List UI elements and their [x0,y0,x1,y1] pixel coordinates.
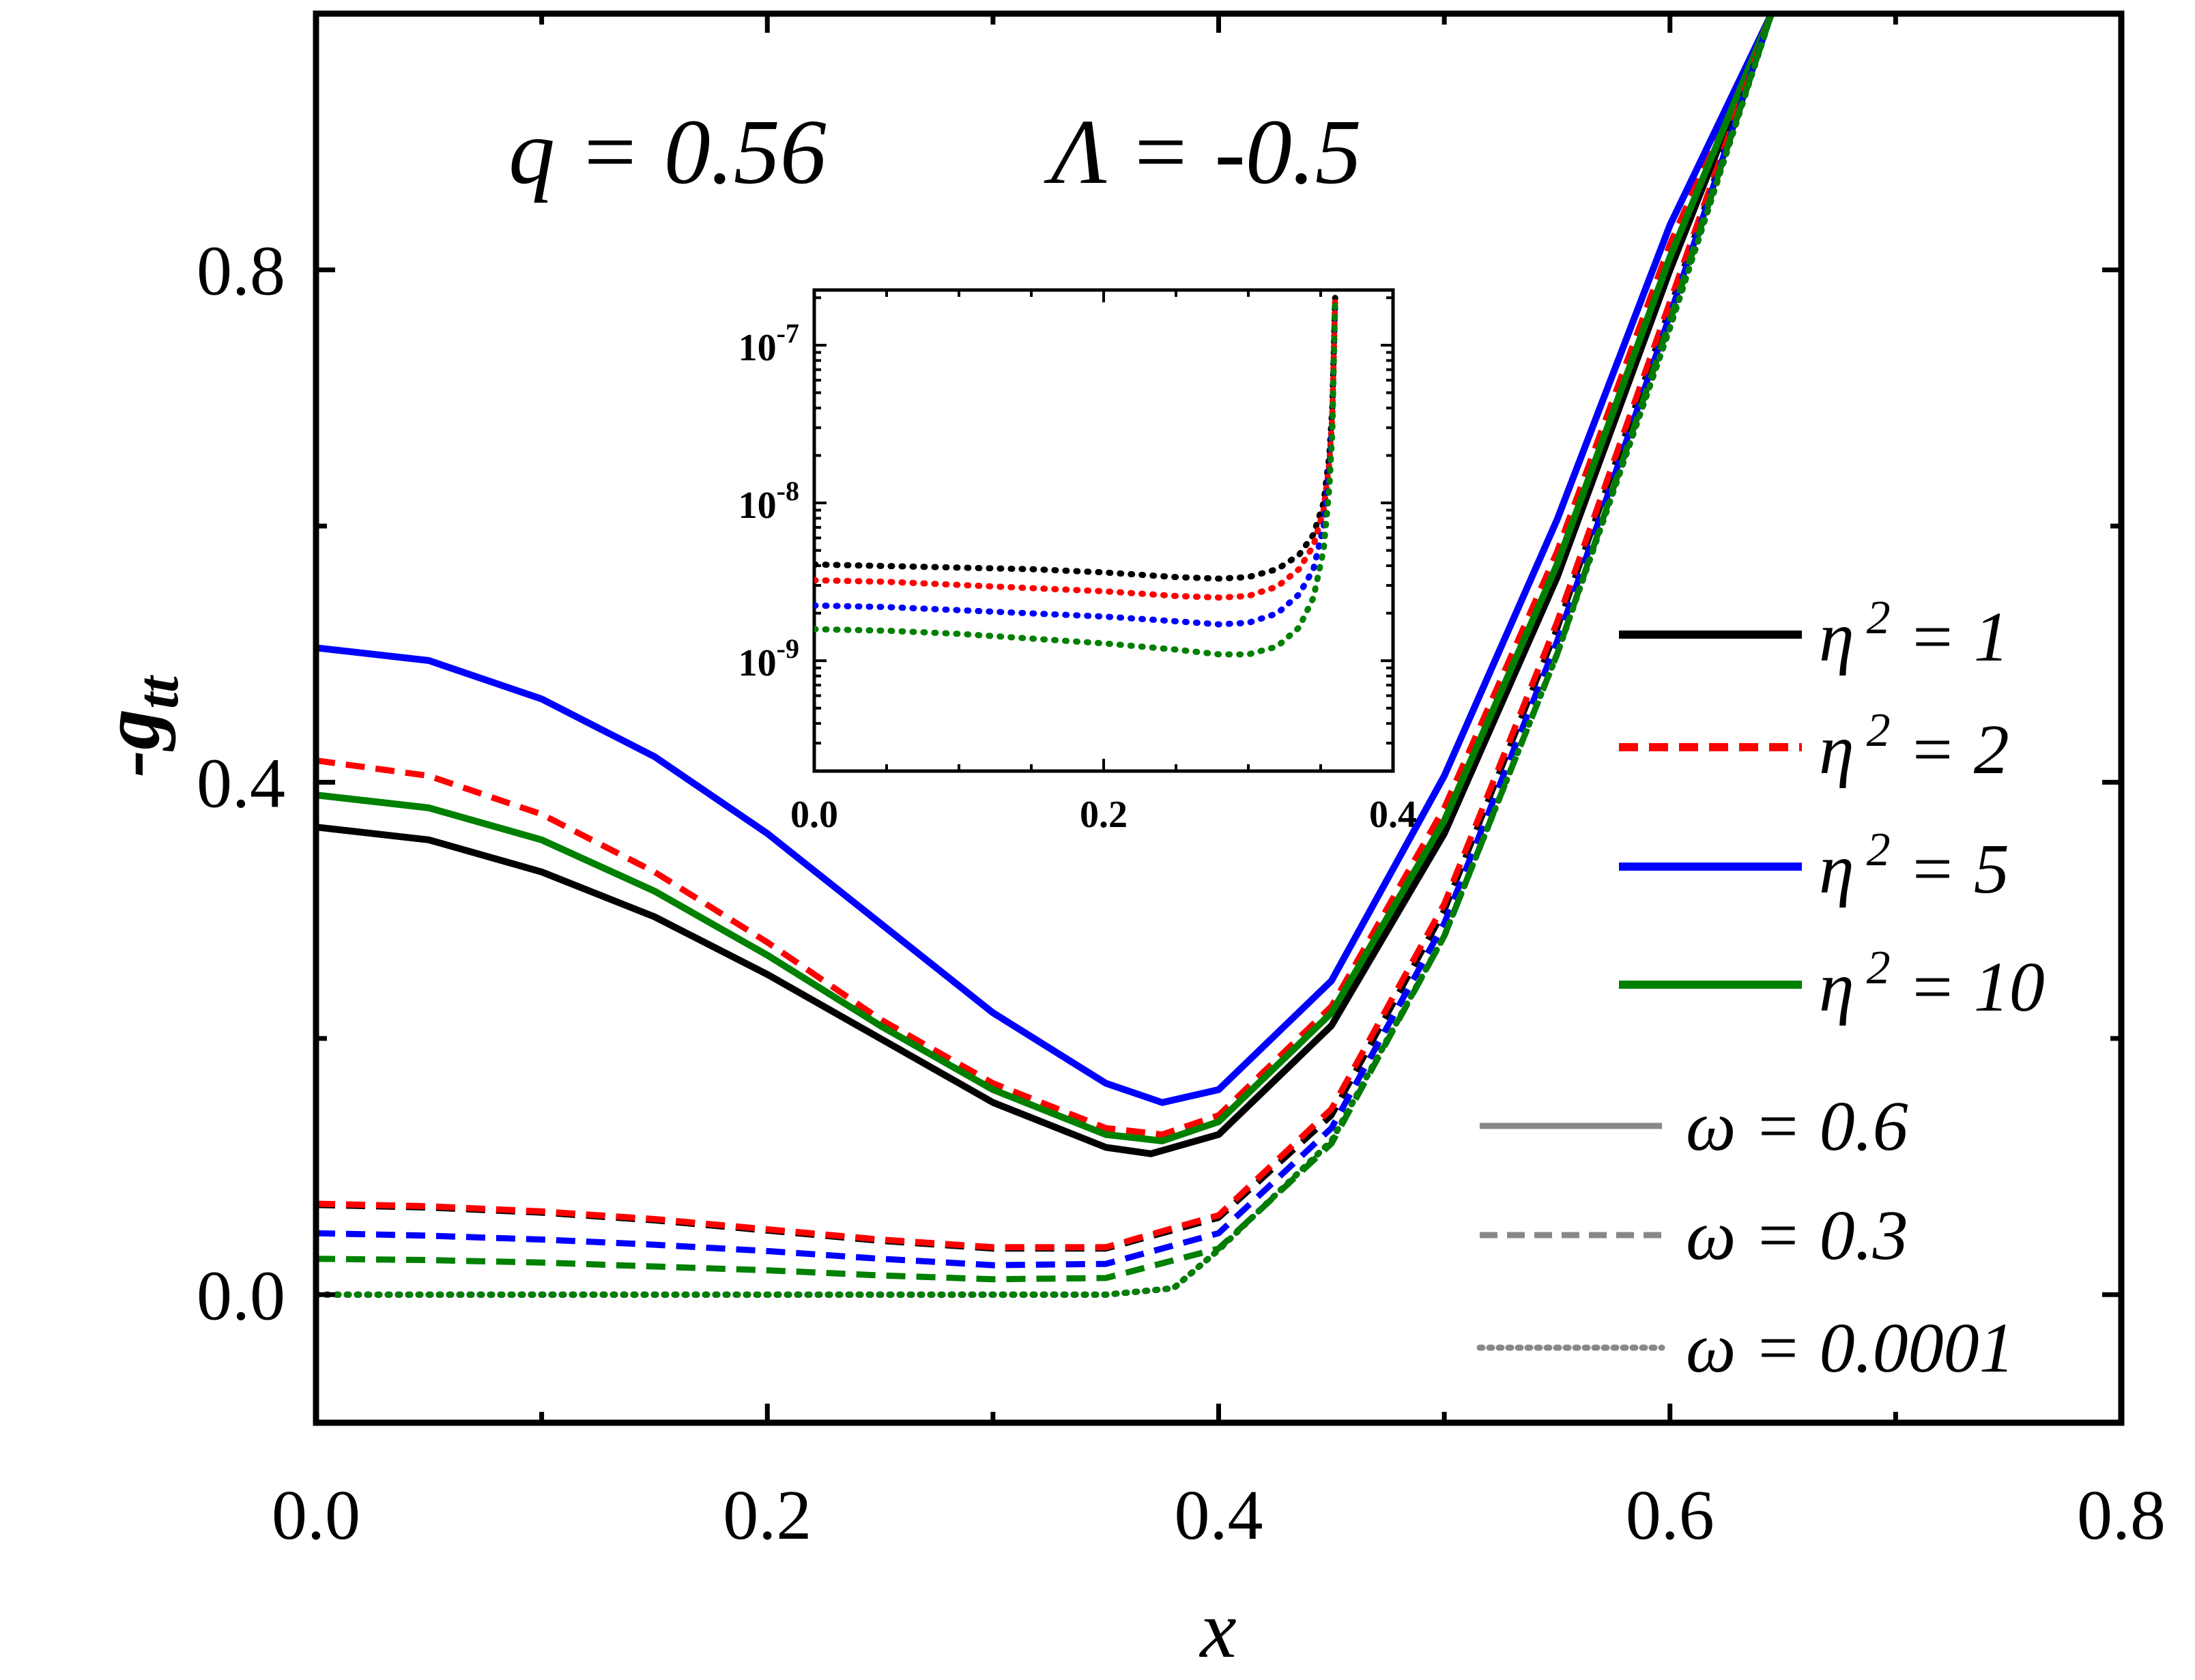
inset-y-tick-label: 10-9 [738,633,799,684]
inset-axes: 0.0 0.2 0.4 10-9 10-8 10-7 [738,290,1417,836]
y-axis-label-subscript: tt [125,674,190,709]
x-tick-label: 0.2 [723,1476,812,1554]
inset-frame [812,288,1395,773]
main-series-3 [316,14,1775,1106]
annotation-q: q = 0.56 [508,101,827,203]
main-axes: 0.0 0.2 0.4 0.6 0.8 0.0 0.4 0.8 [197,10,2166,1554]
main-series-1 [316,14,1775,1157]
legend-label-omega-0.3: ω = 0.3 [1686,1196,1908,1275]
main-series-7 [316,14,1775,1269]
legend-omega: ω = 0.6 ω = 0.3 ω = 0.0001 [1476,1087,2015,1387]
main-series-4 [316,14,1775,1144]
x-tick-label: 0.6 [1626,1476,1715,1554]
legend-label-omega-0.0001: ω = 0.0001 [1686,1309,2015,1387]
inset-x-tick-label: 0.4 [1369,794,1417,836]
y-tick-label: 0.0 [197,1256,285,1335]
inset-y-tick-label: 10-7 [738,318,799,369]
x-tick-label: 0.4 [1175,1476,1263,1554]
legend-label-omega-0.6: ω = 0.6 [1686,1087,1908,1165]
main-series-group [316,14,1775,1298]
main-series-12 [316,14,1775,1298]
y-axis-label: -gtt [85,674,190,777]
main-series-6 [316,14,1775,1251]
inset-chart: 0.0 0.2 0.4 10-9 10-8 10-7 [738,288,1417,836]
inset-series-4 [814,295,1338,658]
inset-y-tick-label: 10-8 [738,476,799,527]
x-axis-label: x [1199,1584,1236,1675]
inset-x-tick-label: 0.0 [790,794,838,836]
y-tick-label: 0.8 [197,231,285,310]
x-tick-label: 0.0 [272,1476,360,1554]
annotation-lambda: Λ = -0.5 [1044,101,1362,203]
inset-x-tick-label: 0.2 [1080,794,1128,836]
x-tick-label: 0.8 [2077,1476,2166,1554]
inset-series-group [814,295,1338,658]
y-tick-label: 0.4 [197,744,285,822]
main-series-2 [316,14,1775,1138]
y-axis-label-prefix: -g [85,709,176,777]
